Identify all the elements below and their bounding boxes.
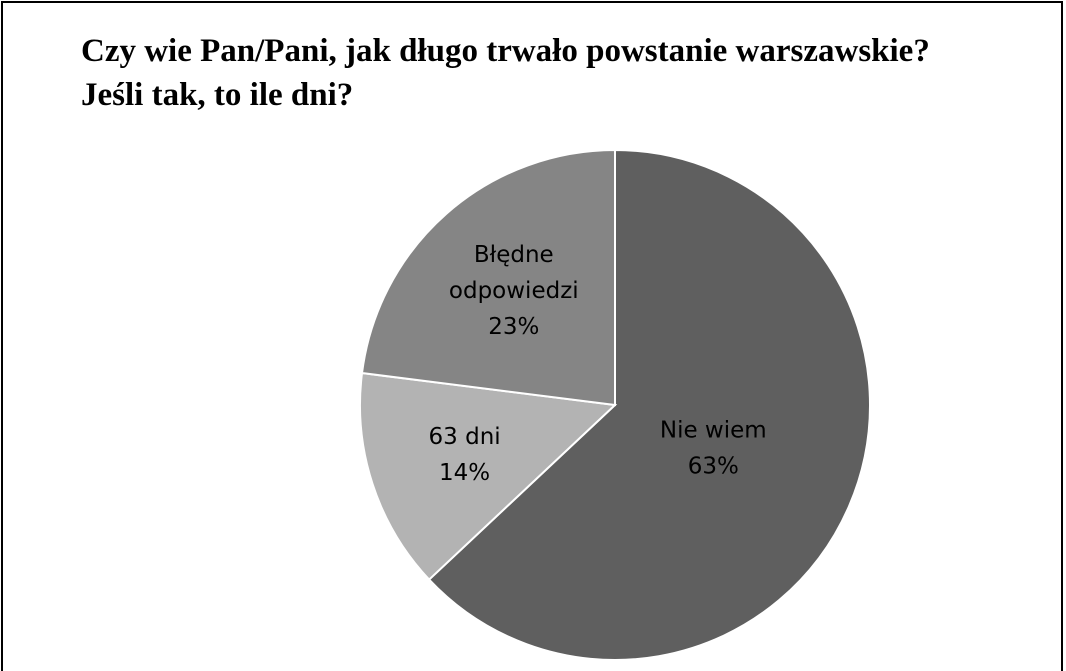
pie-labels: Nie wiem 63% 63 dni 14% Błędne odpowiedzi 23% — [429, 242, 767, 486]
pie-slices — [359, 148, 871, 661]
chart-title: Czy wie Pan/Pani, jak długo trwało powst… — [81, 33, 930, 113]
pie-slice-63-dni — [359, 371, 618, 581]
pie-label-nie-wiem: Nie wiem 63% — [660, 418, 767, 480]
pie-label-value: 63% — [688, 454, 739, 480]
pie-label-63-dni: 63 dni 14% — [429, 424, 501, 486]
pie-slice-bledne-odpowiedzi — [360, 148, 616, 407]
pie-label-name: Nie wiem — [660, 418, 767, 444]
pie-label-name: odpowiedzi — [449, 278, 579, 304]
pie-label-value: 23% — [488, 314, 539, 340]
pie-label-name: Błędne — [474, 242, 554, 268]
pie-label-bledne-odpowiedzi: Błędne odpowiedzi 23% — [449, 242, 579, 340]
pie-label-value: 14% — [439, 460, 490, 486]
pie-label-name: 63 dni — [429, 424, 501, 450]
pie-slice-nie-wiem — [427, 148, 871, 661]
